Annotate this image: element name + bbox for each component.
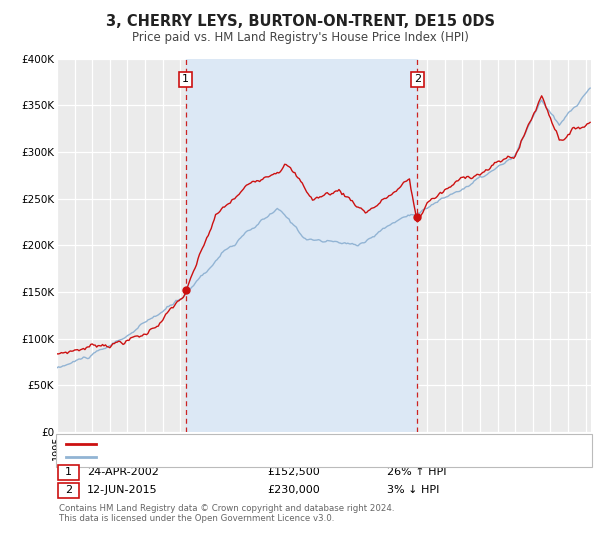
Text: This data is licensed under the Open Government Licence v3.0.: This data is licensed under the Open Gov… [59,515,334,524]
Text: 3, CHERRY LEYS, BURTON-ON-TRENT, DE15 0DS (detached house): 3, CHERRY LEYS, BURTON-ON-TRENT, DE15 0D… [102,438,431,449]
Text: 24-APR-2002: 24-APR-2002 [87,468,159,478]
Bar [186,59,418,432]
Text: 1: 1 [65,468,72,478]
Text: 2: 2 [414,74,421,85]
Text: HPI: Average price, detached house, East Staffordshire: HPI: Average price, detached house, East… [102,452,376,462]
Text: Price paid vs. HM Land Registry's House Price Index (HPI): Price paid vs. HM Land Registry's House … [131,31,469,44]
Text: Contains HM Land Registry data © Crown copyright and database right 2024.: Contains HM Land Registry data © Crown c… [59,505,394,514]
Text: £230,000: £230,000 [267,486,320,496]
Text: 12-JUN-2015: 12-JUN-2015 [87,486,158,496]
Text: 26% ↑ HPI: 26% ↑ HPI [387,468,446,478]
Text: 3% ↓ HPI: 3% ↓ HPI [387,486,439,496]
Text: 1: 1 [182,74,189,85]
Text: 2: 2 [65,486,72,496]
Text: £152,500: £152,500 [267,468,320,478]
Text: 3, CHERRY LEYS, BURTON-ON-TRENT, DE15 0DS: 3, CHERRY LEYS, BURTON-ON-TRENT, DE15 0D… [106,14,494,29]
